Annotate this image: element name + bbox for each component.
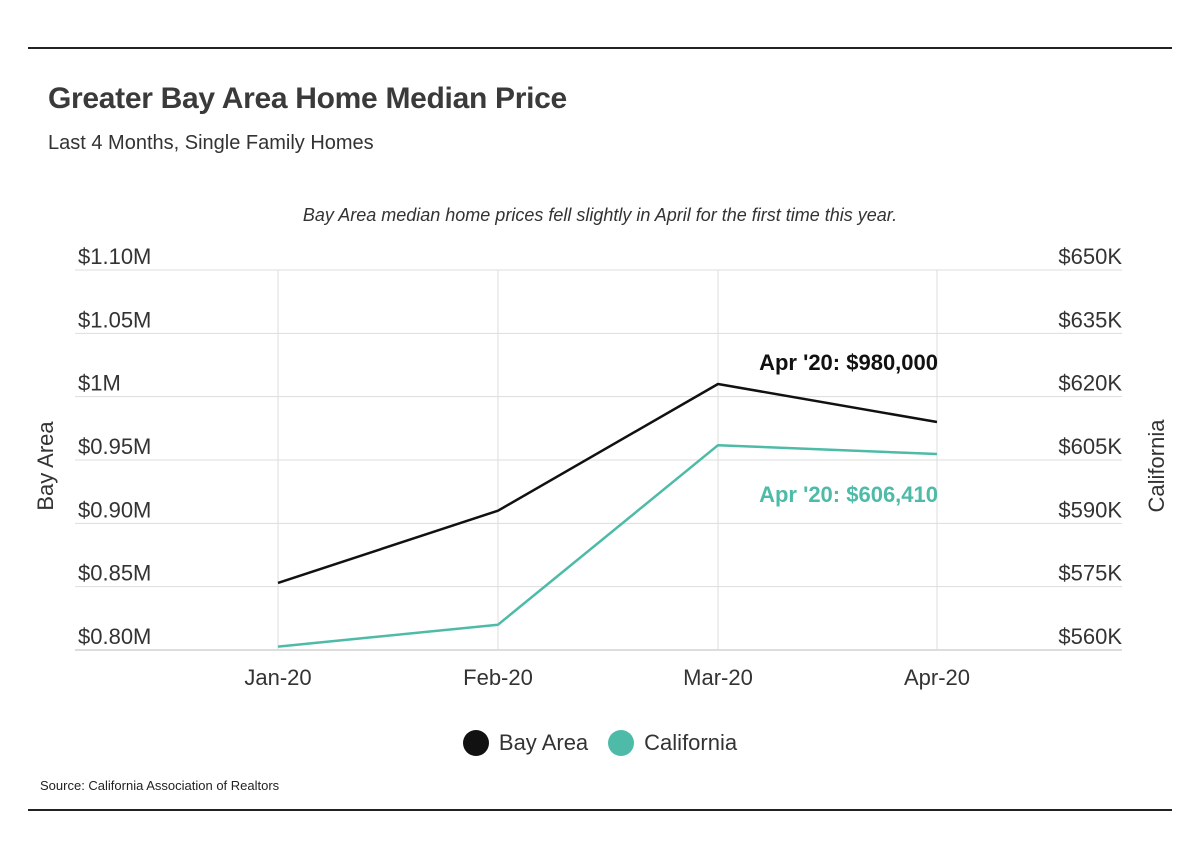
series-line-bay-area xyxy=(277,382,938,585)
right-tick-label: $575K xyxy=(1058,561,1122,586)
left-tick-label: $1M xyxy=(78,371,121,396)
end-label-california: Apr '20: $606,410 xyxy=(759,482,938,507)
top-rule xyxy=(28,47,1172,49)
legend-swatch-california xyxy=(608,730,635,756)
right-tick-label: $635K xyxy=(1058,307,1122,332)
legend-item-california[interactable]: California xyxy=(608,730,737,756)
right-axis-label: California xyxy=(1144,419,1169,513)
x-tick-label: Jan-20 xyxy=(244,665,311,690)
bottom-rule xyxy=(28,809,1172,811)
right-tick-label: $560K xyxy=(1058,624,1122,649)
legend-label-bay-area: Bay Area xyxy=(498,730,589,755)
left-axis-label: Bay Area xyxy=(33,421,58,511)
left-tick-label: $0.85M xyxy=(78,561,151,586)
legend: Bay Area California xyxy=(0,730,1200,756)
end-label-bay-area: Apr '20: $980,000 xyxy=(759,350,938,375)
left-tick-label: $1.10M xyxy=(78,244,151,269)
right-tick-label: $590K xyxy=(1058,497,1122,522)
right-tick-label: $605K xyxy=(1058,434,1122,459)
legend-swatch-bay-area xyxy=(462,730,489,756)
x-tick-label: Mar-20 xyxy=(683,665,753,690)
source-note: Source: California Association of Realto… xyxy=(40,778,280,793)
left-tick-label: $0.95M xyxy=(78,434,151,459)
right-tick-label: $620K xyxy=(1058,371,1122,396)
chart-title: Greater Bay Area Home Median Price xyxy=(48,82,567,115)
legend-item-bay-area[interactable]: Bay Area xyxy=(462,730,589,756)
x-tick-label: Feb-20 xyxy=(463,665,533,690)
left-tick-label: $0.90M xyxy=(78,497,151,522)
legend-label-california: California xyxy=(644,730,738,755)
left-tick-label: $0.80M xyxy=(78,624,151,649)
chart-subtitle: Last 4 Months, Single Family Homes xyxy=(48,132,374,154)
series-line-california xyxy=(277,443,938,648)
right-tick-label: $650K xyxy=(1058,244,1122,269)
left-tick-label: $1.05M xyxy=(78,307,151,332)
x-tick-label: Apr-20 xyxy=(904,665,970,690)
chart-annotation: Bay Area median home prices fell slightl… xyxy=(303,205,897,225)
